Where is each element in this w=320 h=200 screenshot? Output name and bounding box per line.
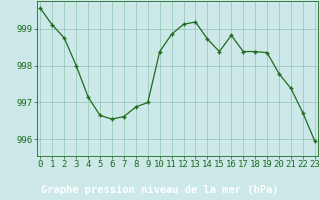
Text: Graphe pression niveau de la mer (hPa): Graphe pression niveau de la mer (hPa) [41, 185, 279, 195]
